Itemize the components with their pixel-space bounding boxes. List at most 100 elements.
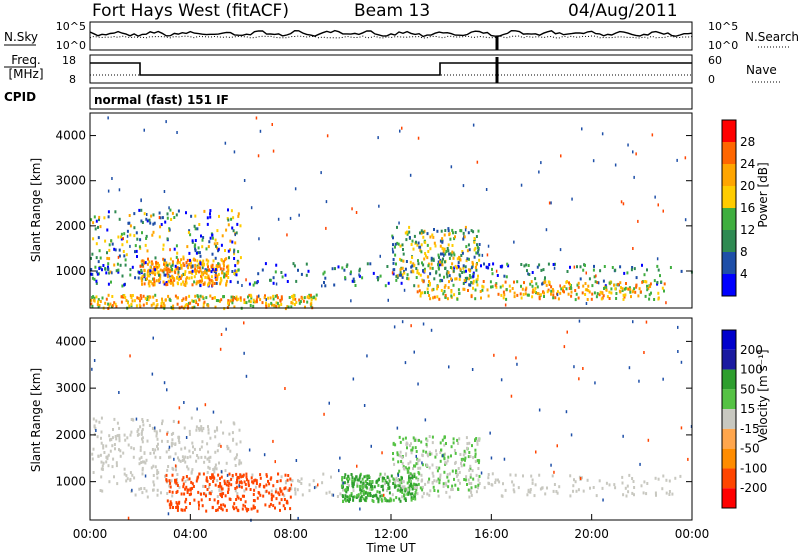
heatmap-cell	[155, 299, 158, 302]
heatmap-cell	[485, 265, 488, 269]
heatmap-cell	[252, 493, 255, 496]
heatmap-cell	[427, 250, 430, 253]
heatmap-cell	[216, 508, 219, 512]
heatmap-cell	[419, 231, 421, 235]
heatmap-cell	[490, 483, 493, 487]
heatmap-cell	[346, 263, 349, 267]
heatmap-cell	[170, 479, 173, 483]
heatmap-cell	[491, 267, 493, 271]
heatmap-cell	[274, 506, 276, 510]
heatmap-cell	[243, 494, 245, 498]
heatmap-cell	[286, 501, 289, 505]
heatmap-cell	[513, 280, 515, 284]
heatmap-cell	[203, 300, 206, 304]
heatmap-cell	[426, 256, 429, 260]
heatmap-cell	[251, 473, 254, 477]
heatmap-cell	[676, 158, 678, 162]
heatmap-cell	[92, 298, 95, 302]
heatmap-cell	[197, 280, 200, 284]
heatmap-cell	[440, 448, 443, 452]
heatmap-cell	[556, 293, 559, 297]
heatmap-cell	[160, 223, 163, 226]
heatmap-cell	[195, 282, 198, 286]
heatmap-cell	[313, 486, 316, 490]
heatmap-cell	[100, 475, 103, 479]
heatmap-cell	[90, 218, 93, 222]
heatmap-cell	[184, 460, 187, 464]
heatmap-cell	[289, 495, 292, 499]
heatmap-cell	[220, 243, 223, 247]
heatmap-cell	[237, 214, 240, 218]
heatmap-cell	[97, 300, 99, 304]
heatmap-cell	[123, 283, 126, 287]
heatmap-cell	[469, 488, 472, 492]
heatmap-cell	[663, 289, 665, 293]
heatmap-cell	[110, 239, 113, 243]
heatmap-cell	[346, 498, 349, 502]
heatmap-cell	[142, 259, 145, 263]
heatmap-cell	[178, 500, 181, 504]
heatmap-cell	[343, 268, 346, 272]
heatmap-cell	[622, 293, 625, 297]
heatmap-cell	[195, 251, 198, 255]
heatmap-cell	[131, 294, 134, 297]
heatmap-cell	[171, 473, 174, 477]
heatmap-cell	[106, 455, 109, 459]
heatmap-cell	[206, 442, 209, 446]
heatmap-cell	[592, 159, 595, 163]
heatmap-cell	[130, 296, 133, 299]
heatmap-cell	[445, 483, 448, 487]
heatmap-cell	[118, 439, 121, 443]
heatmap-cell	[227, 272, 229, 275]
heatmap-cell	[305, 262, 308, 266]
heatmap-cell	[421, 485, 424, 489]
heatmap-cell	[472, 286, 474, 290]
heatmap-cell	[162, 247, 165, 251]
heatmap-cell	[207, 245, 210, 249]
heatmap-cell	[181, 299, 184, 302]
heatmap-cell	[209, 215, 212, 219]
heatmap-cell	[422, 230, 425, 234]
heatmap-cell	[183, 508, 186, 512]
heatmap-cell	[622, 297, 625, 301]
heatmap-cell	[140, 208, 143, 212]
heatmap-cell	[474, 455, 477, 459]
x-tick-label: 00:00	[675, 527, 710, 541]
heatmap-cell	[467, 478, 470, 482]
heatmap-cell	[465, 278, 468, 282]
heatmap-cell	[402, 259, 405, 263]
heatmap-cell	[116, 262, 119, 266]
heatmap-cell	[336, 495, 339, 498]
heatmap-cell	[608, 290, 611, 294]
heatmap-cell	[432, 287, 435, 291]
heatmap-cell	[140, 279, 143, 283]
heatmap-cell	[427, 283, 430, 287]
heatmap-cell	[406, 492, 409, 496]
heatmap-cell	[124, 296, 127, 299]
heatmap-cell	[156, 472, 159, 476]
heatmap-cell	[474, 288, 477, 292]
heatmap-cell	[163, 267, 166, 271]
heatmap-cell	[139, 294, 142, 298]
nsky-tick-top: 10^5	[56, 20, 86, 33]
heatmap-cell	[458, 437, 461, 441]
heatmap-cell	[433, 489, 436, 492]
heatmap-cell	[280, 498, 283, 502]
heatmap-cell	[164, 474, 167, 478]
heatmap-cell	[267, 303, 270, 307]
heatmap-cell	[137, 428, 140, 432]
heatmap-cell	[546, 290, 549, 294]
heatmap-cell	[269, 278, 271, 282]
colorbar-tick-label: -50	[740, 442, 760, 456]
heatmap-cell	[188, 294, 191, 298]
heatmap-cell	[107, 464, 110, 468]
heatmap-cell	[354, 284, 357, 287]
heatmap-cell	[141, 221, 144, 224]
heatmap-cell	[680, 360, 683, 364]
heatmap-cell	[669, 266, 672, 269]
heatmap-cell	[627, 287, 630, 291]
heatmap-cell	[365, 485, 368, 489]
heatmap-cell	[235, 273, 238, 277]
heatmap-cell	[245, 472, 248, 476]
heatmap-cell	[214, 450, 217, 454]
